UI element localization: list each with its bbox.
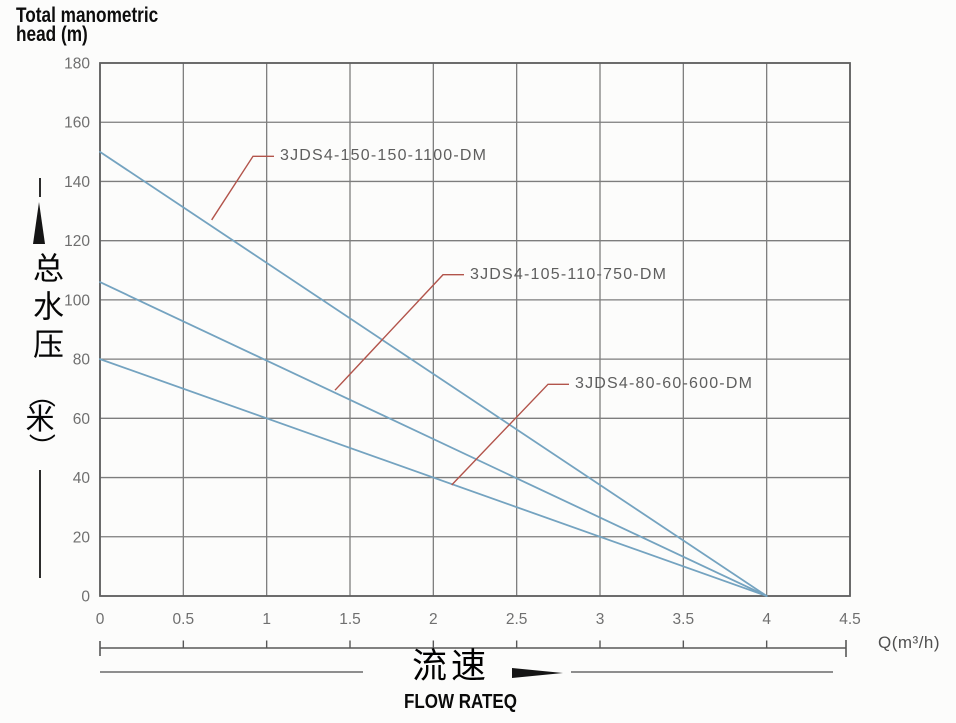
x-tick-label: 2.5 (506, 611, 528, 628)
chart-title: Total manometric head (m) (16, 4, 159, 46)
chart-title-line2: head (m) (16, 23, 88, 46)
y-axis-line-top (39, 178, 41, 197)
pump-curve (99, 358, 768, 597)
chart-title-line1: Total manometric (16, 4, 159, 27)
x-tick-label: 1 (262, 611, 271, 628)
leader-line (451, 383, 569, 486)
pump-curve (99, 281, 768, 597)
paren-rotated: （ (25, 381, 56, 408)
y-tick-label: 140 (64, 174, 90, 191)
x-tick-label: 4 (762, 611, 771, 628)
x-axis-label-chinese: 流速 (412, 647, 491, 686)
y-tick-label: 180 (64, 56, 90, 73)
x-axis-unit: Q(m³/h) (878, 633, 941, 652)
y-tick-label: 20 (73, 529, 91, 546)
leader-line (211, 155, 274, 221)
y-axis-label-chinese: 总水压 (28, 252, 63, 366)
up-arrow-icon (33, 202, 45, 244)
y-tick-label: 100 (64, 292, 90, 309)
x-tick-label: 2 (429, 611, 438, 628)
y-tick-label: 120 (64, 233, 90, 250)
series-label-0: 3JDS4-150-150-1100-DM (280, 147, 488, 165)
y-tick-label: 0 (81, 589, 90, 606)
x-tick-label: 3 (596, 611, 605, 628)
y-tick-label: 160 (64, 115, 90, 132)
x-tick-label: 4.5 (839, 611, 861, 628)
pump-curve (99, 150, 768, 597)
right-arrow-icon (512, 668, 563, 678)
y-tick-label: 40 (73, 470, 91, 487)
series-label-2: 3JDS4-80-60-600-DM (575, 375, 754, 393)
y-tick-label: 60 (73, 411, 91, 428)
x-tick-label: 0 (96, 611, 105, 628)
x-tick-label: 1.5 (339, 611, 361, 628)
paren-rotated: ） (25, 433, 56, 460)
x-axis-label-english: FLOW RATEQ (404, 691, 518, 713)
x-tick-label: 0.5 (173, 611, 195, 628)
x-tick-label: 3.5 (673, 611, 695, 628)
unit-character: 米 (25, 404, 55, 436)
y-axis-unit-chinese: （米） (22, 381, 58, 460)
series-label-1: 3JDS4-105-110-750-DM (470, 265, 668, 283)
leader-line (334, 274, 464, 391)
y-axis-line-bottom (39, 470, 41, 578)
plot-border (99, 62, 851, 597)
y-tick-label: 80 (73, 352, 91, 369)
